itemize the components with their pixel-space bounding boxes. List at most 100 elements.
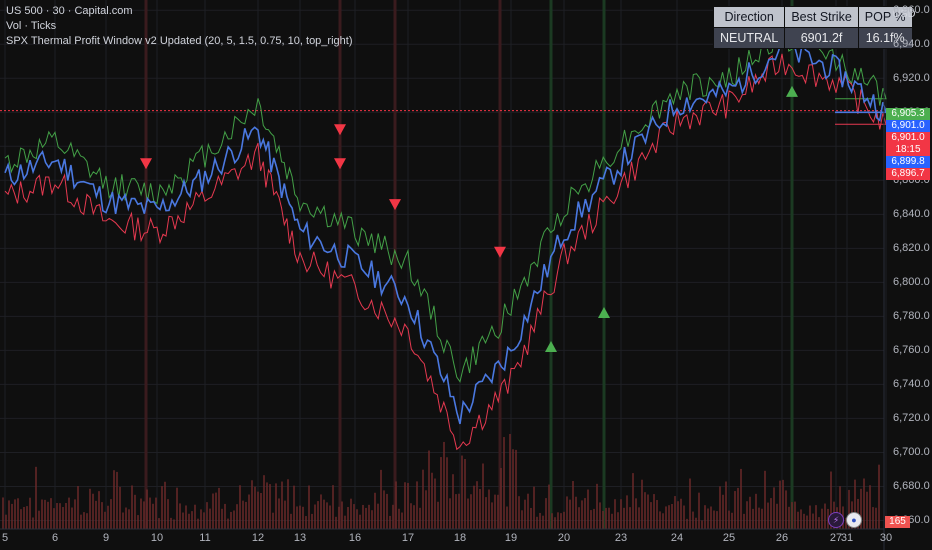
volume-bar [59,503,61,529]
volume-bar [515,449,517,529]
volume-bar [29,497,31,529]
volume-bar [428,450,430,529]
x-tick-label: 5 [1,532,9,544]
volume-bar [647,494,649,529]
volume-bar [341,501,343,529]
x-tick-label: 9 [102,532,110,544]
volume-bar [818,517,820,529]
volume-bar [797,511,799,529]
volume-bar [635,498,637,529]
volume-bar [572,481,574,529]
volume-bar [716,511,718,529]
volume-bar [791,502,793,529]
volume-bar [83,512,85,529]
volume-bar [113,470,115,529]
y-tick-label: 6,780.0 [893,310,930,323]
volume-bar [152,503,154,529]
volume-bar [335,516,337,529]
series-line-1 [4,25,887,383]
currency-button[interactable]: USD [892,8,916,20]
volume-bar [245,501,247,529]
signal-down-marker[interactable] [334,158,346,170]
volume-bar [869,485,871,529]
volume-bar [194,504,196,529]
volume-bar [224,503,226,529]
volume-bar [50,498,52,529]
volume-bar [326,502,328,529]
volume-bar [227,518,229,529]
volume-bar [110,499,112,529]
signal-down-marker[interactable] [334,124,346,136]
volume-bar [35,466,37,529]
volume-bar [683,505,685,529]
volume-bar [317,501,319,529]
volume-bar [629,507,631,529]
us-flag-icon[interactable]: ● [846,512,862,528]
volume-bar [425,490,427,529]
volume-bar [71,507,73,529]
x-tick-label: 10 [150,532,164,544]
signal-down-marker[interactable] [494,246,506,258]
volume-bar [23,506,25,529]
signal-down-marker[interactable] [389,199,401,211]
volume-bar [710,506,712,529]
volume-bar [290,513,292,529]
volume-bar [440,457,442,529]
volume-bar [602,510,604,529]
volume-indicator-label[interactable]: Vol · Ticks [6,20,57,32]
volume-bar [308,485,310,529]
y-tick-label: 6,760.0 [893,344,930,357]
volume-bar [419,507,421,529]
volume-bar [236,504,238,529]
symbol-title[interactable]: US 500 · 30 · Capital.com [6,5,133,17]
signal-up-marker[interactable] [545,340,557,352]
volume-bar [731,512,733,529]
volume-bar [464,459,466,529]
y-tick-label: 6,920.0 [893,72,930,85]
volume-bar [776,503,778,529]
volume-bar [260,492,262,529]
volume-bar [773,487,775,529]
volume-bar [296,506,298,529]
volume-bar [752,508,754,529]
volume-bar [179,503,181,529]
volume-bar [566,496,568,529]
volume-bar [581,500,583,529]
volume-bar [134,494,136,529]
lightning-icon[interactable]: ⚡ [828,512,844,528]
x-tick-label: 27 [829,532,843,544]
volume-bar [371,510,373,529]
header-best-strike: Best Strike [784,6,859,28]
signal-down-marker[interactable] [140,158,152,170]
signal-up-marker[interactable] [786,85,798,97]
volume-bar [509,433,511,529]
volume-bar [200,509,202,529]
volume-bar [254,486,256,529]
volume-bar [503,437,505,529]
volume-bar [353,504,355,529]
volume-bar [47,501,49,529]
indicator-label[interactable]: SPX Thermal Profit Window v2 Updated (20… [6,35,353,47]
volume-bar [44,499,46,529]
volume-bar [557,512,559,529]
best-strike-value: 6901.2f [784,27,859,49]
volume-bar [347,507,349,529]
volume-bar [374,492,376,529]
price-badge: 6,905.3 [886,108,930,120]
volume-bar [281,481,283,529]
volume-bar [734,491,736,529]
volume-bar [812,513,814,529]
signal-up-marker[interactable] [598,306,610,318]
volume-bar [497,494,499,529]
volume-bar [185,505,187,529]
volume-bar [527,493,529,529]
x-tick-label: 23 [614,532,628,544]
header-direction: Direction [712,6,786,28]
volume-bar [692,511,694,529]
volume-bar [389,515,391,529]
volume-bar [707,508,709,529]
volume-bar [743,513,745,529]
table-header-row: Direction Best Strike POP % [712,6,913,28]
volume-bar [392,504,394,529]
